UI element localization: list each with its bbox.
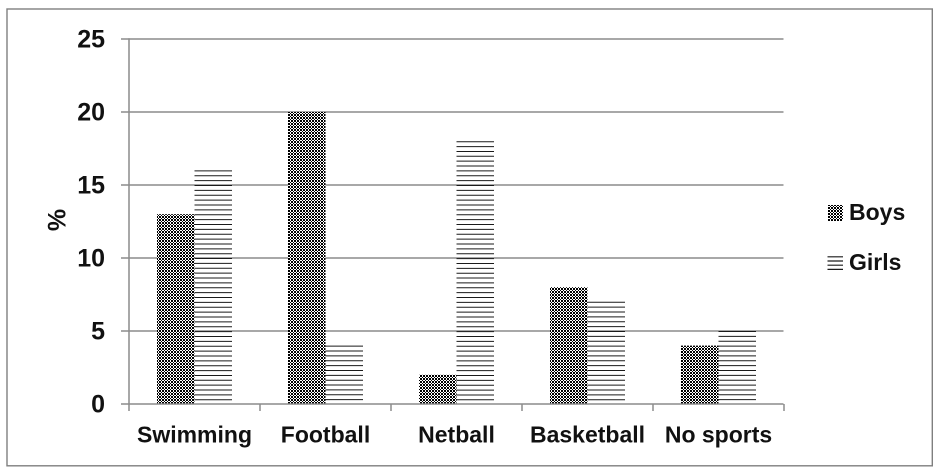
svg-text:Netball: Netball xyxy=(418,422,495,448)
svg-text:%: % xyxy=(44,209,72,231)
svg-text:10: 10 xyxy=(77,245,105,273)
svg-text:0: 0 xyxy=(91,391,105,419)
svg-text:No sports: No sports xyxy=(665,422,772,448)
svg-text:25: 25 xyxy=(77,26,105,54)
svg-text:Basketball: Basketball xyxy=(530,422,645,448)
svg-text:Football: Football xyxy=(281,422,370,448)
svg-text:Boys: Boys xyxy=(849,199,905,225)
svg-text:15: 15 xyxy=(77,172,105,200)
svg-text:Swimming: Swimming xyxy=(137,422,252,448)
svg-text:20: 20 xyxy=(77,99,105,127)
svg-text:Girls: Girls xyxy=(849,249,901,275)
svg-text:5: 5 xyxy=(91,318,105,346)
